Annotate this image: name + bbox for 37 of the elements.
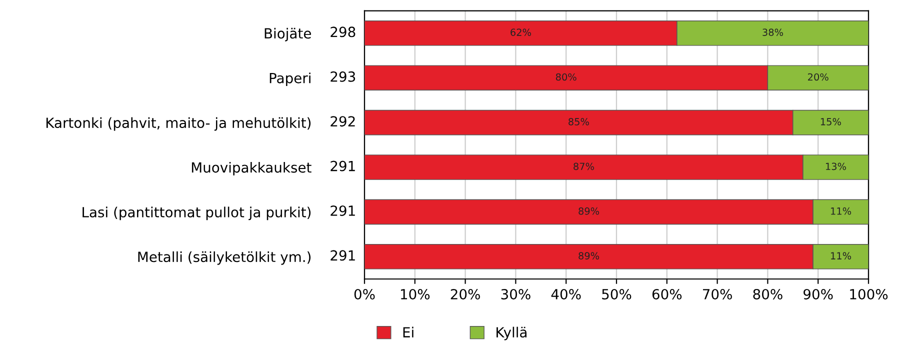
- text: 292: [330, 116, 355, 127]
- text: 298: [330, 26, 356, 38]
- x-tick-label: 80%: [753, 288, 782, 300]
- y-tick-label: Lasi (pantittomat pullot ja purkit): [82, 206, 311, 220]
- text: 291: [330, 160, 355, 172]
- text: 291: [330, 205, 355, 216]
- x-tick-label: 100%: [850, 288, 888, 300]
- y-tick-label: Biojäte: [264, 28, 311, 42]
- y-tick-label: Muovipakkaukset: [192, 162, 312, 176]
- data-label: 80%: [556, 73, 576, 81]
- x-tick-label: 10%: [400, 288, 430, 300]
- data-label: 85%: [568, 118, 589, 126]
- data-label: 89%: [578, 207, 600, 215]
- y-tick-label: Metalli (säilyketölkit ym.): [138, 251, 311, 265]
- x-tick-label: 30%: [501, 288, 530, 300]
- data-label: 89%: [578, 252, 600, 260]
- x-tick-label: 70%: [703, 288, 732, 300]
- x-tick-label: 90%: [804, 288, 833, 300]
- y-tick-label: Paperi: [270, 72, 310, 86]
- data-label: 11%: [831, 252, 852, 260]
- text: 291: [330, 250, 355, 261]
- x-tick-label: 20%: [450, 288, 480, 300]
- x-tick-label: 50%: [602, 288, 632, 300]
- y-tick-label: Kartonki (pahvit, maito- ja mehutölkit): [46, 117, 311, 131]
- x-tick-label: 60%: [652, 288, 682, 300]
- data-label: 11%: [831, 207, 852, 215]
- data-label: 87%: [574, 162, 594, 170]
- text: 293: [330, 71, 356, 82]
- data-label: 15%: [820, 118, 841, 126]
- data-label: 20%: [808, 73, 828, 81]
- x-tick-label: 40%: [551, 288, 581, 300]
- x-tick-label: 0%: [354, 288, 375, 300]
- data-label: 13%: [826, 162, 846, 170]
- data-label: 38%: [762, 28, 784, 36]
- legend-label: Kyllä: [496, 326, 526, 340]
- data-label: 62%: [510, 28, 532, 36]
- legend-label: Ei: [403, 326, 414, 338]
